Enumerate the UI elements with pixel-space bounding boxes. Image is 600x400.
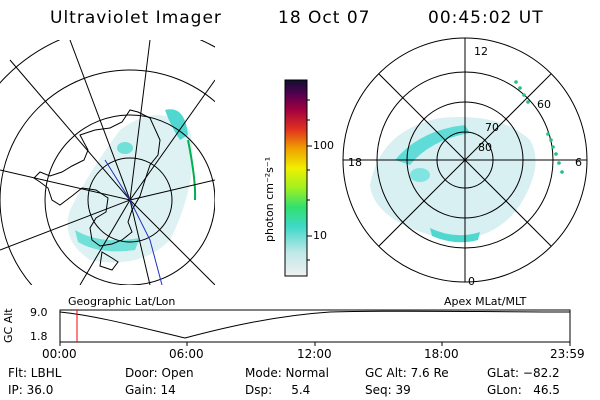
mlt-label-6: 6 — [575, 156, 582, 169]
colorbar-tick-100: 100 — [313, 139, 334, 152]
time-label: 00:45:02 UT — [428, 8, 544, 28]
altitude-ytick-low: 1.8 — [30, 330, 48, 343]
time-tick-1200: 12:00 — [297, 347, 332, 361]
door-info: Door: Open — [125, 366, 194, 380]
mlt-label-12: 12 — [474, 45, 488, 58]
glon-info: GLon: 46.5 — [487, 383, 560, 397]
colorbar-ticks — [307, 99, 312, 261]
mode-info: Mode: Normal — [245, 366, 329, 380]
polar-map — [342, 37, 588, 283]
gain-info: Gain: 14 — [125, 383, 176, 397]
colorbar — [284, 79, 308, 277]
time-tick-2359: 23:59 — [550, 347, 585, 361]
time-tick-1800: 18:00 — [424, 347, 459, 361]
mlt-label-0: 0 — [468, 275, 475, 288]
dsp-info: Dsp: 5.4 — [245, 383, 311, 397]
time-tick-0600: 06:00 — [169, 347, 204, 361]
date-label: 18 Oct 07 — [278, 8, 371, 28]
aurora-emission-left — [67, 109, 197, 263]
geographic-map — [0, 40, 215, 285]
left-panel-label: Geographic Lat/Lon — [68, 295, 176, 308]
altitude-ylabel: GC Alt — [2, 308, 15, 343]
filter-info: Flt: LBHL — [8, 366, 62, 380]
mlat-label-60: 60 — [537, 98, 551, 111]
altitude-plot — [59, 309, 571, 346]
app-title: Ultraviolet Imager — [50, 8, 222, 28]
mlt-label-18: 18 — [348, 156, 362, 169]
glat-info: GLat: −82.2 — [487, 366, 560, 380]
colorbar-tick-10: 10 — [313, 229, 327, 242]
right-panel-label: Apex MLat/MLT — [444, 295, 527, 308]
seq-info: Seq: 39 — [365, 383, 411, 397]
altitude-ytick-high: 9.0 — [30, 306, 48, 319]
gc-alt-info: GC Alt: 7.6 Re — [365, 366, 449, 380]
colorbar-unit-label: photon cm⁻²s⁻¹ — [263, 156, 276, 242]
time-tick-0000: 00:00 — [42, 347, 77, 361]
mlat-label-80: 80 — [478, 141, 492, 154]
aurora-emission-right — [370, 116, 536, 243]
mlat-label-70: 70 — [485, 121, 499, 134]
ip-info: IP: 36.0 — [8, 383, 54, 397]
satellite-track — [514, 80, 564, 174]
